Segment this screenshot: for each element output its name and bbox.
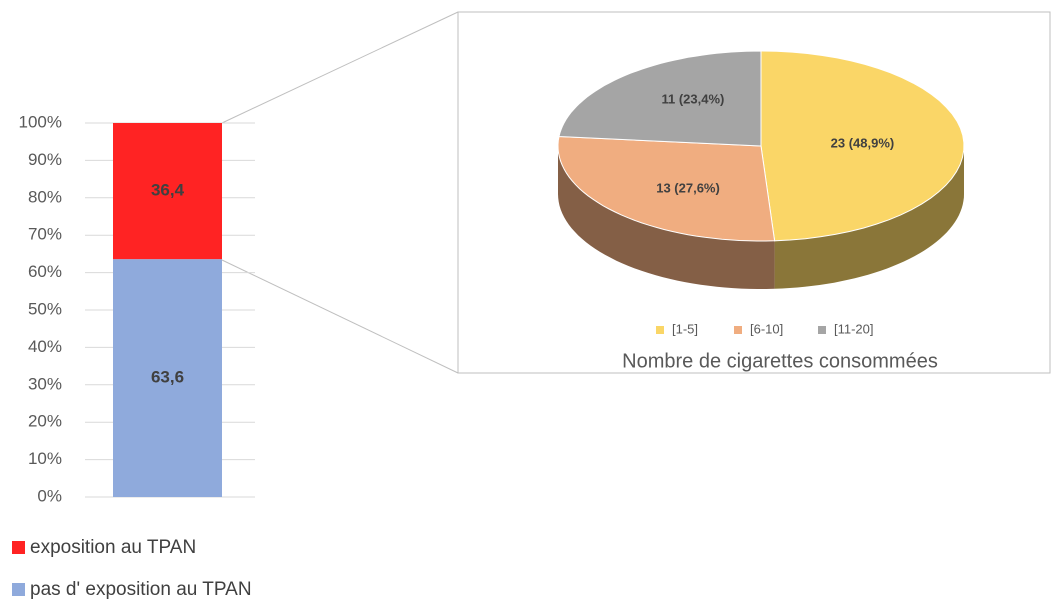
legend-label: [11-20] xyxy=(834,321,874,336)
connector xyxy=(221,11,459,124)
y-tick-label: 0% xyxy=(37,486,62,505)
y-tick-label: 100% xyxy=(19,112,62,131)
data-label: 23 (48,9%) xyxy=(831,135,895,150)
pie-frame xyxy=(457,11,1051,374)
legend-swatch xyxy=(12,541,25,554)
data-label: 36,4 xyxy=(151,181,185,200)
legend-label: [6-10] xyxy=(750,321,783,336)
slice-side xyxy=(774,146,964,289)
bar-segment xyxy=(113,123,222,260)
bar-segment xyxy=(113,259,222,497)
y-tick-label: 70% xyxy=(28,225,62,244)
y-tick-label: 80% xyxy=(28,187,62,206)
legend-swatch xyxy=(818,326,826,334)
y-tick-label: 20% xyxy=(28,412,62,431)
slice-side xyxy=(558,146,775,289)
y-tick-label: 10% xyxy=(28,449,62,468)
legend-label: exposition au TPAN xyxy=(30,537,196,558)
legend-swatch xyxy=(656,326,664,334)
slice xyxy=(760,50,965,242)
y-tick-label: 40% xyxy=(28,337,62,356)
connector xyxy=(221,259,459,374)
y-tick-label: 60% xyxy=(28,262,62,281)
slice xyxy=(558,50,762,147)
y-tick-label: 90% xyxy=(28,150,62,169)
y-tick-label: 50% xyxy=(28,299,62,318)
data-label: 11 (23,4%) xyxy=(661,92,724,107)
slice xyxy=(557,135,776,242)
legend-label: pas d' exposition au TPAN xyxy=(30,579,252,600)
y-tick-label: 30% xyxy=(28,374,62,393)
legend-swatch xyxy=(734,326,742,334)
legend-swatch xyxy=(12,583,25,596)
data-label: 13 (27,6%) xyxy=(656,180,720,195)
pie-title: Nombre de cigarettes consommées xyxy=(622,350,938,372)
legend-label: [1-5] xyxy=(672,321,698,336)
data-label: 63,6 xyxy=(151,368,184,387)
